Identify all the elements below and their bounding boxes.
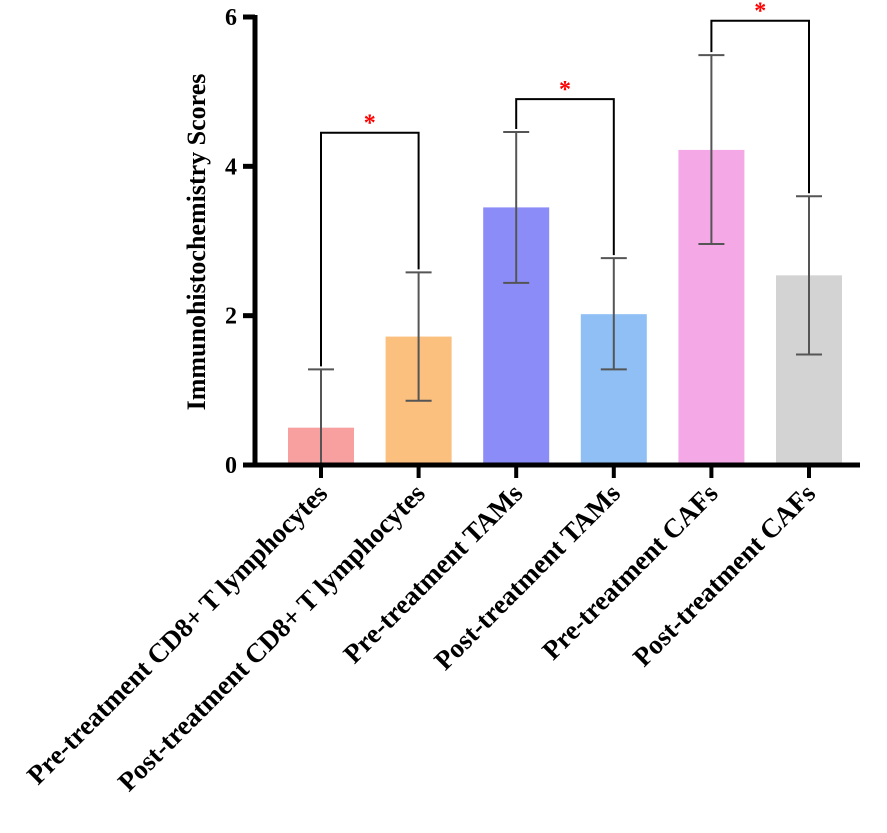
y-axis-label: Immunohistochemistry Scores	[182, 74, 211, 411]
axes	[252, 15, 860, 478]
y-tick-label: 4	[225, 154, 237, 180]
category-label: Post-treatment TAMs	[428, 478, 626, 676]
significance-bracket: *	[710, 0, 810, 194]
error-bar	[503, 130, 530, 284]
bars	[288, 149, 842, 465]
significance-bracket: *	[515, 77, 615, 256]
significance-brackets: * * *	[320, 0, 810, 367]
error-bar	[405, 271, 432, 402]
significance-star: *	[559, 77, 571, 103]
significance-bracket: *	[320, 111, 420, 367]
significance-star: *	[754, 0, 766, 25]
y-axis-ticks: 0 2 4 6	[225, 5, 255, 479]
error-bar	[600, 257, 627, 371]
y-tick-label: 2	[225, 304, 237, 330]
bracket-line	[710, 19, 810, 194]
category-label: Pre-treatment TAMs	[337, 478, 528, 669]
significance-star: *	[364, 111, 376, 137]
category-label: Pre-treatment CAFs	[536, 478, 723, 665]
y-tick-label: 6	[225, 5, 237, 31]
error-bar	[796, 195, 822, 356]
bracket-line	[515, 98, 615, 256]
error-bars	[308, 54, 822, 466]
bracket-line	[320, 131, 420, 367]
category-labels: Pre-treatment CD8+ T lymphocytesPost-tre…	[21, 478, 821, 797]
y-tick-label: 0	[225, 453, 237, 479]
category-label: Post-treatment CAFs	[627, 478, 821, 672]
error-bar	[698, 54, 725, 245]
